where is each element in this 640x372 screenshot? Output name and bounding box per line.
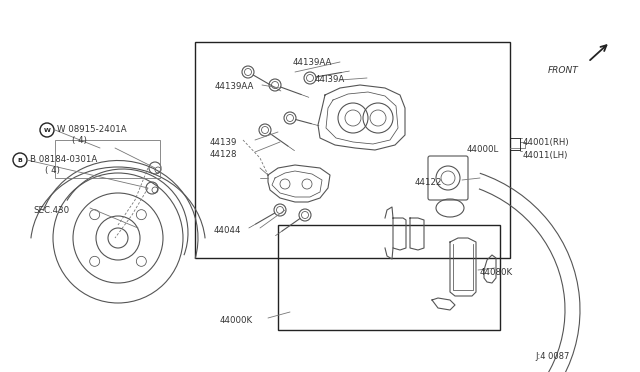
Text: ( 4): ( 4) xyxy=(72,136,87,145)
Text: FRONT: FRONT xyxy=(548,66,579,75)
Text: W: W xyxy=(44,128,51,132)
Text: 44139AA: 44139AA xyxy=(215,82,254,91)
Text: 44011(LH): 44011(LH) xyxy=(523,151,568,160)
Text: 44000K: 44000K xyxy=(220,316,253,325)
Text: 44080K: 44080K xyxy=(480,268,513,277)
Text: 44001(RH): 44001(RH) xyxy=(523,138,570,147)
Text: 44128: 44128 xyxy=(210,150,237,159)
Text: J:4 0087: J:4 0087 xyxy=(535,352,570,361)
Text: 44139AA: 44139AA xyxy=(293,58,332,67)
Bar xyxy=(278,225,500,330)
Text: 44I39A: 44I39A xyxy=(315,75,345,84)
Text: W 08915-2401A: W 08915-2401A xyxy=(57,125,127,134)
Text: SEC.430: SEC.430 xyxy=(33,206,69,215)
Text: 44044: 44044 xyxy=(214,226,241,235)
Bar xyxy=(195,42,510,258)
Text: 44122: 44122 xyxy=(415,178,442,187)
Text: B: B xyxy=(17,157,22,163)
Text: 44139: 44139 xyxy=(210,138,237,147)
Bar xyxy=(55,140,160,178)
Text: 44000L: 44000L xyxy=(467,145,499,154)
Text: B 08184-0301A: B 08184-0301A xyxy=(30,155,97,164)
Text: ( 4): ( 4) xyxy=(45,166,60,175)
